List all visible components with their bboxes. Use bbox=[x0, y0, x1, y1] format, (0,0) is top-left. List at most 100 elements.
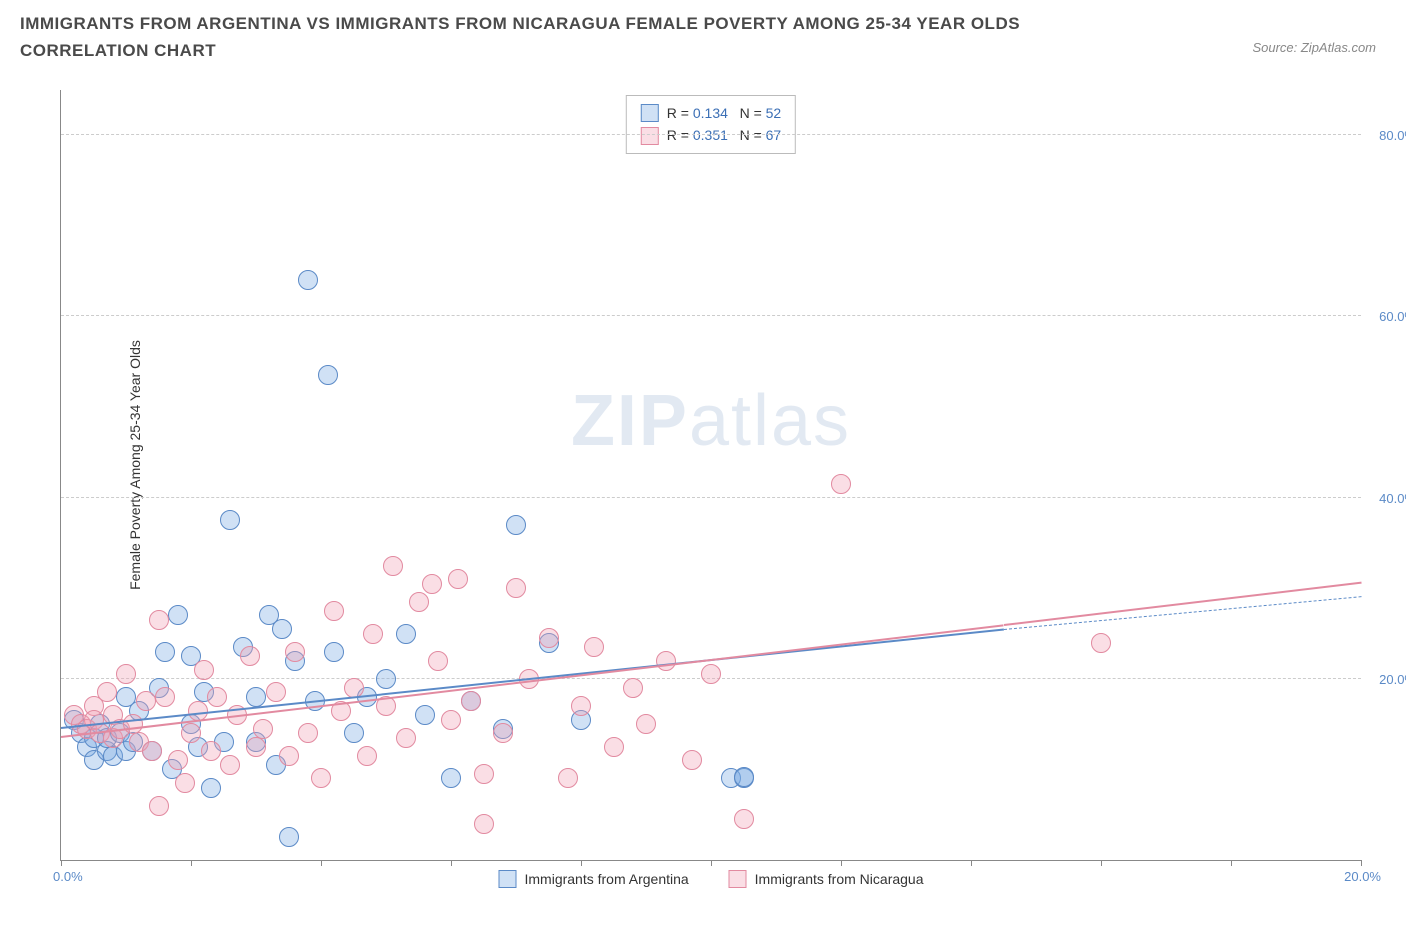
data-point-nicaragua bbox=[1091, 633, 1111, 653]
data-point-argentina bbox=[246, 687, 266, 707]
legend-text: R = 0.351 N = 67 bbox=[667, 124, 781, 146]
x-tick bbox=[191, 860, 192, 866]
data-point-nicaragua bbox=[240, 646, 260, 666]
gridline bbox=[61, 497, 1361, 498]
data-point-nicaragua bbox=[604, 737, 624, 757]
data-point-nicaragua bbox=[571, 696, 591, 716]
data-point-argentina bbox=[734, 767, 754, 787]
data-point-nicaragua bbox=[155, 687, 175, 707]
data-point-argentina bbox=[318, 365, 338, 385]
gridline bbox=[61, 315, 1361, 316]
data-point-nicaragua bbox=[636, 714, 656, 734]
data-point-nicaragua bbox=[97, 682, 117, 702]
data-point-nicaragua bbox=[493, 723, 513, 743]
data-point-nicaragua bbox=[285, 642, 305, 662]
data-point-nicaragua bbox=[357, 746, 377, 766]
data-point-nicaragua bbox=[363, 624, 383, 644]
data-point-nicaragua bbox=[734, 809, 754, 829]
data-point-nicaragua bbox=[149, 796, 169, 816]
correlation-legend: R = 0.134 N = 52R = 0.351 N = 67 bbox=[626, 95, 796, 154]
data-point-nicaragua bbox=[116, 664, 136, 684]
x-tick bbox=[711, 860, 712, 866]
data-point-nicaragua bbox=[831, 474, 851, 494]
legend-row-argentina: R = 0.134 N = 52 bbox=[641, 102, 781, 124]
x-tick bbox=[451, 860, 452, 866]
data-point-nicaragua bbox=[136, 691, 156, 711]
legend-text: R = 0.134 N = 52 bbox=[667, 102, 781, 124]
data-point-nicaragua bbox=[409, 592, 429, 612]
data-point-nicaragua bbox=[298, 723, 318, 743]
x-tick bbox=[321, 860, 322, 866]
data-point-nicaragua bbox=[461, 691, 481, 711]
series-legend: Immigrants from Argentina Immigrants from… bbox=[499, 870, 924, 888]
data-point-argentina bbox=[272, 619, 292, 639]
data-point-nicaragua bbox=[168, 750, 188, 770]
y-tick-label: 40.0% bbox=[1379, 491, 1406, 506]
data-point-nicaragua bbox=[539, 628, 559, 648]
chart-title: IMMIGRANTS FROM ARGENTINA VS IMMIGRANTS … bbox=[20, 10, 1120, 64]
y-tick-label: 80.0% bbox=[1379, 128, 1406, 143]
data-point-argentina bbox=[396, 624, 416, 644]
data-point-nicaragua bbox=[149, 610, 169, 630]
data-point-nicaragua bbox=[201, 741, 221, 761]
y-tick-label: 20.0% bbox=[1379, 672, 1406, 687]
x-tick-label-max: 20.0% bbox=[1344, 869, 1381, 884]
data-point-nicaragua bbox=[396, 728, 416, 748]
trend-line bbox=[1003, 596, 1361, 630]
legend-swatch-icon bbox=[729, 870, 747, 888]
y-tick-label: 60.0% bbox=[1379, 309, 1406, 324]
x-tick bbox=[1101, 860, 1102, 866]
data-point-nicaragua bbox=[175, 773, 195, 793]
gridline bbox=[61, 134, 1361, 135]
watermark: ZIPatlas bbox=[571, 380, 851, 462]
x-tick-label-min: 0.0% bbox=[53, 869, 83, 884]
legend-item-argentina: Immigrants from Argentina bbox=[499, 870, 689, 888]
legend-swatch-icon bbox=[641, 127, 659, 145]
data-point-nicaragua bbox=[584, 637, 604, 657]
data-point-nicaragua bbox=[142, 741, 162, 761]
legend-swatch-icon bbox=[641, 104, 659, 122]
data-point-nicaragua bbox=[123, 714, 143, 734]
legend-swatch-icon bbox=[499, 870, 517, 888]
data-point-nicaragua bbox=[188, 701, 208, 721]
data-point-nicaragua bbox=[220, 755, 240, 775]
data-point-nicaragua bbox=[701, 664, 721, 684]
source-attribution: Source: ZipAtlas.com bbox=[1252, 40, 1376, 55]
data-point-argentina bbox=[441, 768, 461, 788]
data-point-nicaragua bbox=[441, 710, 461, 730]
legend-row-nicaragua: R = 0.351 N = 67 bbox=[641, 124, 781, 146]
data-point-nicaragua bbox=[194, 660, 214, 680]
x-tick bbox=[1231, 860, 1232, 866]
data-point-nicaragua bbox=[682, 750, 702, 770]
data-point-nicaragua bbox=[253, 719, 273, 739]
data-point-argentina bbox=[201, 778, 221, 798]
x-tick bbox=[971, 860, 972, 866]
x-tick bbox=[841, 860, 842, 866]
x-tick bbox=[61, 860, 62, 866]
trend-line bbox=[1003, 582, 1361, 626]
data-point-nicaragua bbox=[558, 768, 578, 788]
data-point-nicaragua bbox=[246, 737, 266, 757]
data-point-argentina bbox=[506, 515, 526, 535]
legend-label: Immigrants from Nicaragua bbox=[755, 871, 924, 887]
data-point-nicaragua bbox=[623, 678, 643, 698]
data-point-nicaragua bbox=[383, 556, 403, 576]
x-tick bbox=[581, 860, 582, 866]
data-point-argentina bbox=[298, 270, 318, 290]
legend-item-nicaragua: Immigrants from Nicaragua bbox=[729, 870, 924, 888]
legend-label: Immigrants from Argentina bbox=[525, 871, 689, 887]
data-point-nicaragua bbox=[266, 682, 286, 702]
data-point-argentina bbox=[415, 705, 435, 725]
data-point-nicaragua bbox=[474, 814, 494, 834]
trend-line bbox=[61, 624, 1004, 738]
data-point-nicaragua bbox=[422, 574, 442, 594]
data-point-nicaragua bbox=[448, 569, 468, 589]
data-point-argentina bbox=[155, 642, 175, 662]
data-point-argentina bbox=[168, 605, 188, 625]
data-point-nicaragua bbox=[311, 768, 331, 788]
data-point-nicaragua bbox=[656, 651, 676, 671]
data-point-argentina bbox=[220, 510, 240, 530]
data-point-argentina bbox=[344, 723, 364, 743]
data-point-nicaragua bbox=[428, 651, 448, 671]
data-point-nicaragua bbox=[506, 578, 526, 598]
